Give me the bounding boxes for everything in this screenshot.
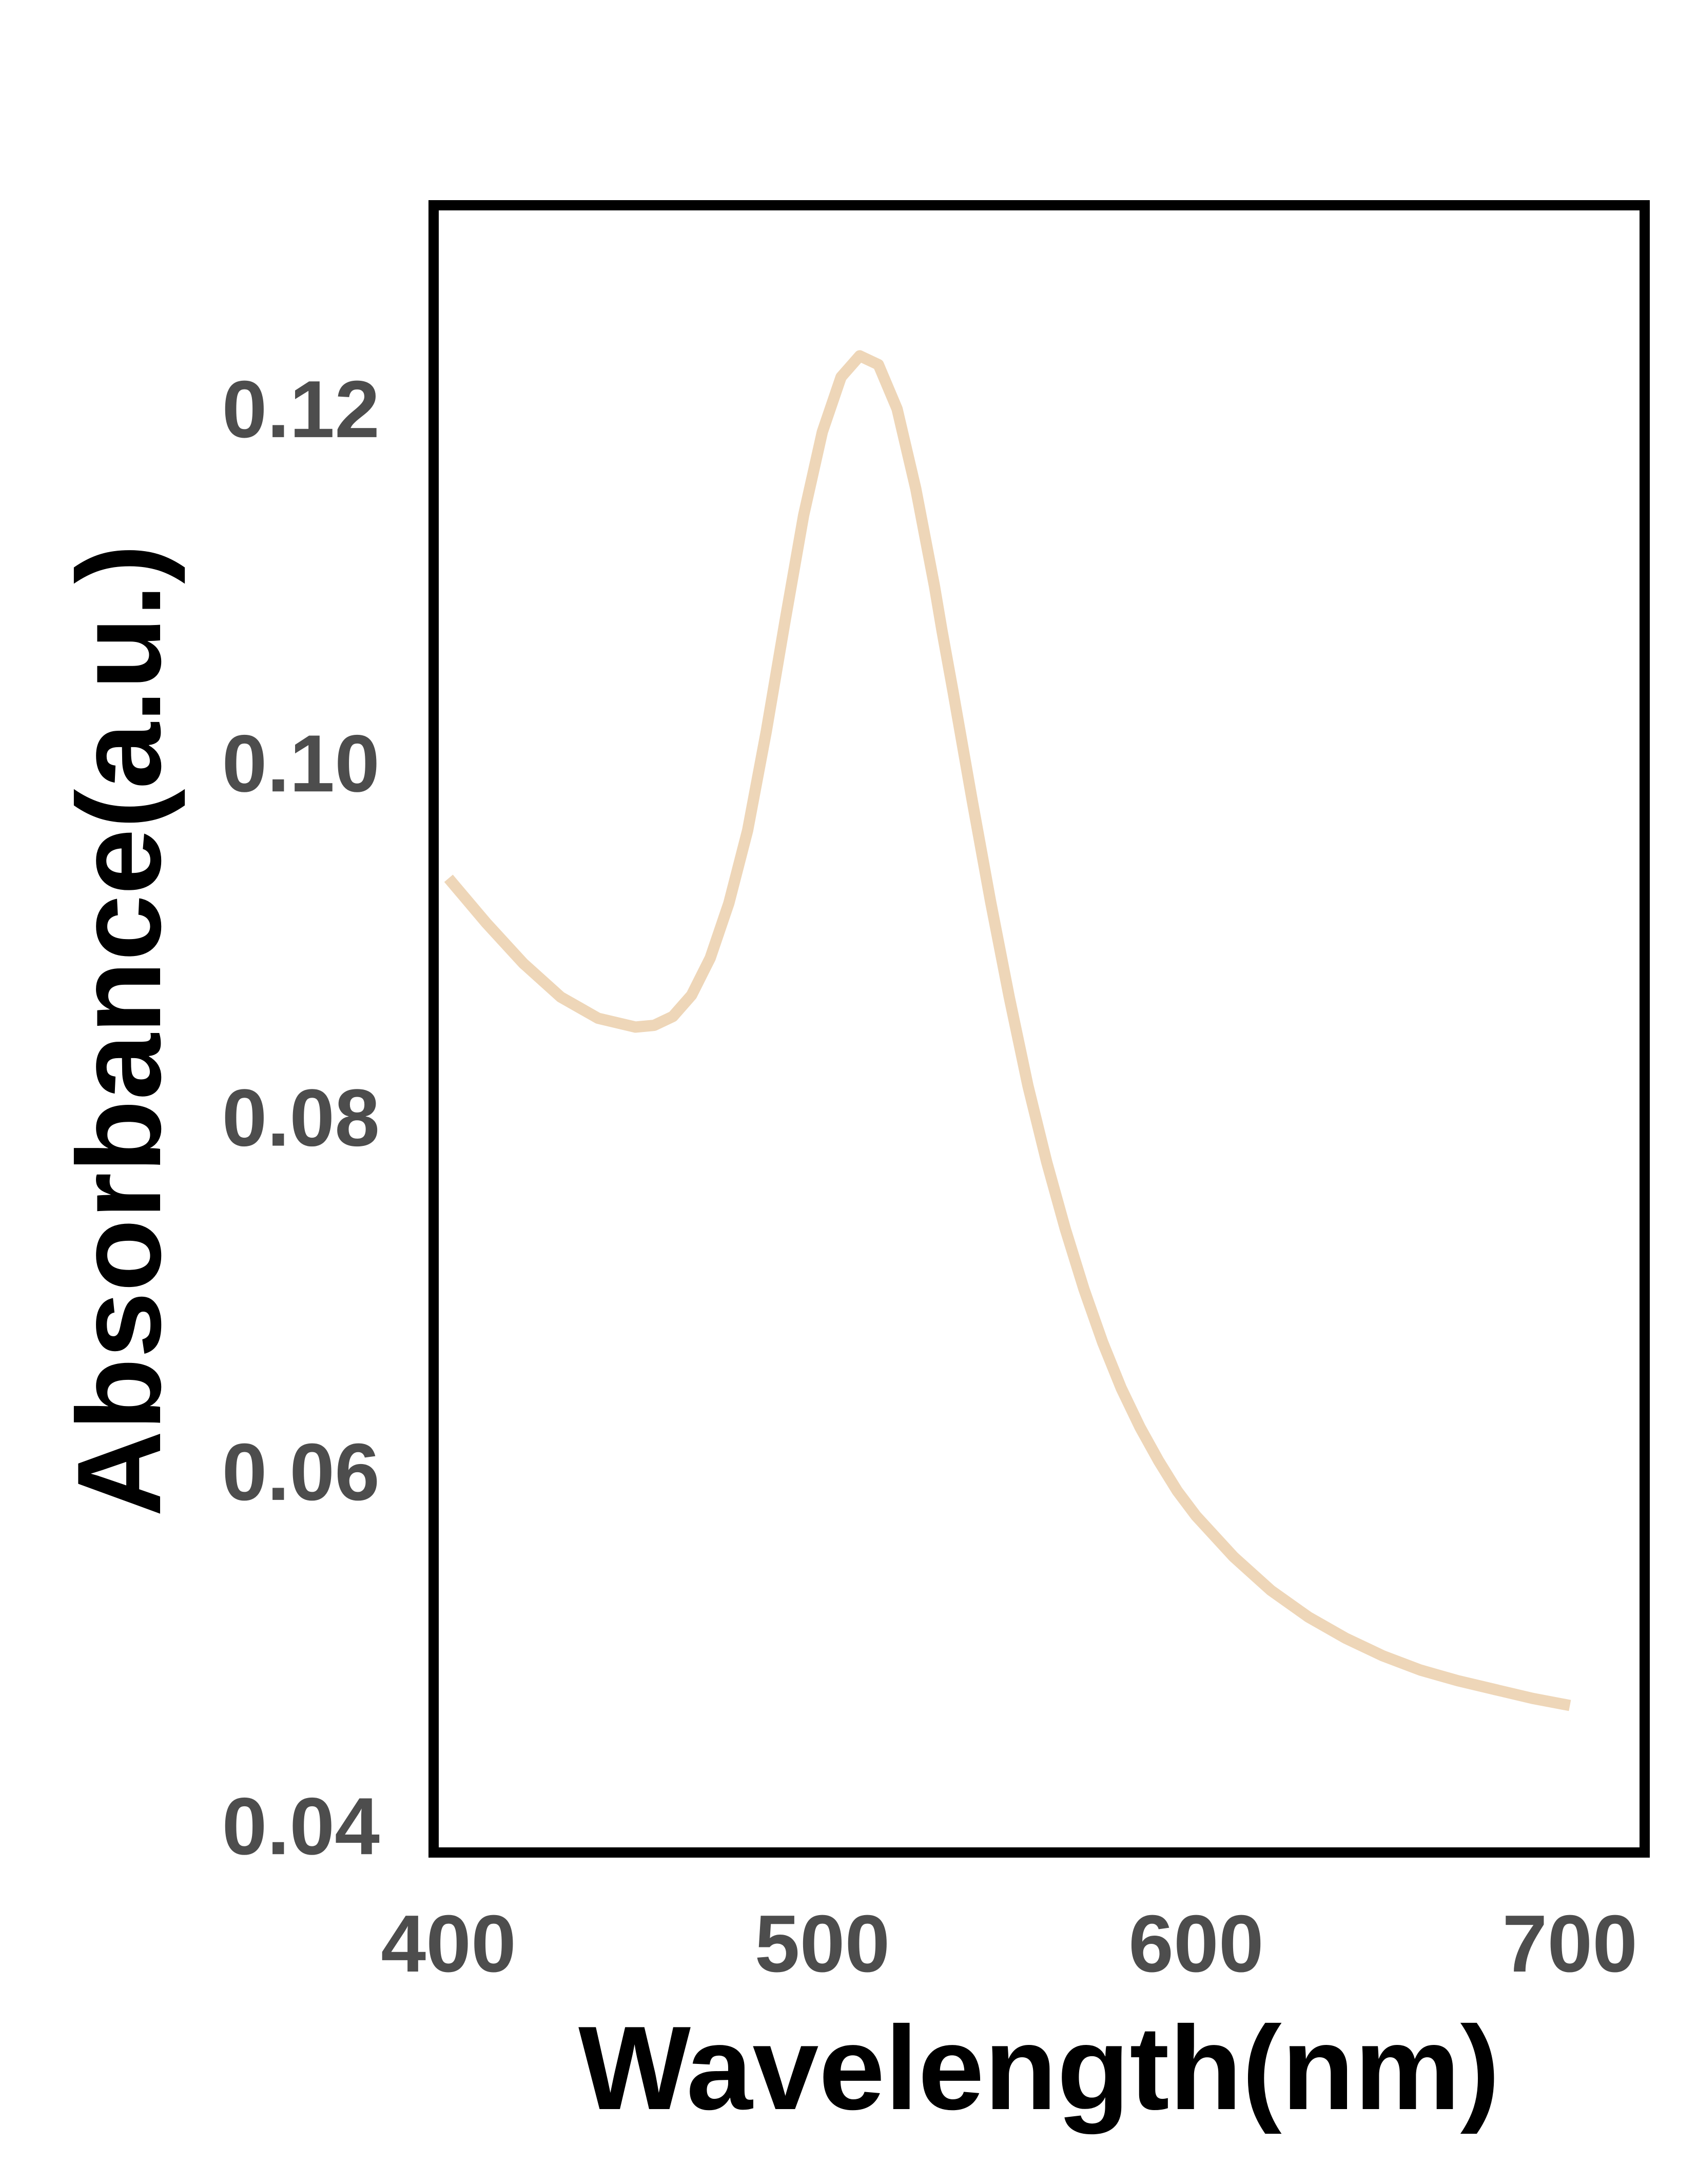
x-tick-label: 600 <box>1128 1899 1264 1989</box>
x-axis-label: Wavelength(nm) <box>578 2002 1500 2135</box>
y-axis-label: Absorbance(a.u.) <box>53 544 186 1517</box>
y-tick-label: 0.06 <box>222 1427 380 1517</box>
y-tick-label: 0.04 <box>222 1781 380 1871</box>
x-tick-label: 700 <box>1503 1899 1638 1989</box>
x-tick-label: 400 <box>381 1899 516 1989</box>
y-tick-labels: 0.04 0.06 0.08 0.10 0.12 <box>222 364 380 1871</box>
x-tick-labels: 400 500 600 700 <box>381 1899 1637 1989</box>
x-tick-label: 500 <box>755 1899 890 1989</box>
absorbance-line <box>444 350 1571 1711</box>
plot-frame <box>428 200 1650 1858</box>
y-tick-label: 0.10 <box>222 718 380 809</box>
y-tick-label: 0.12 <box>222 364 380 455</box>
y-tick-label: 0.08 <box>222 1073 380 1163</box>
